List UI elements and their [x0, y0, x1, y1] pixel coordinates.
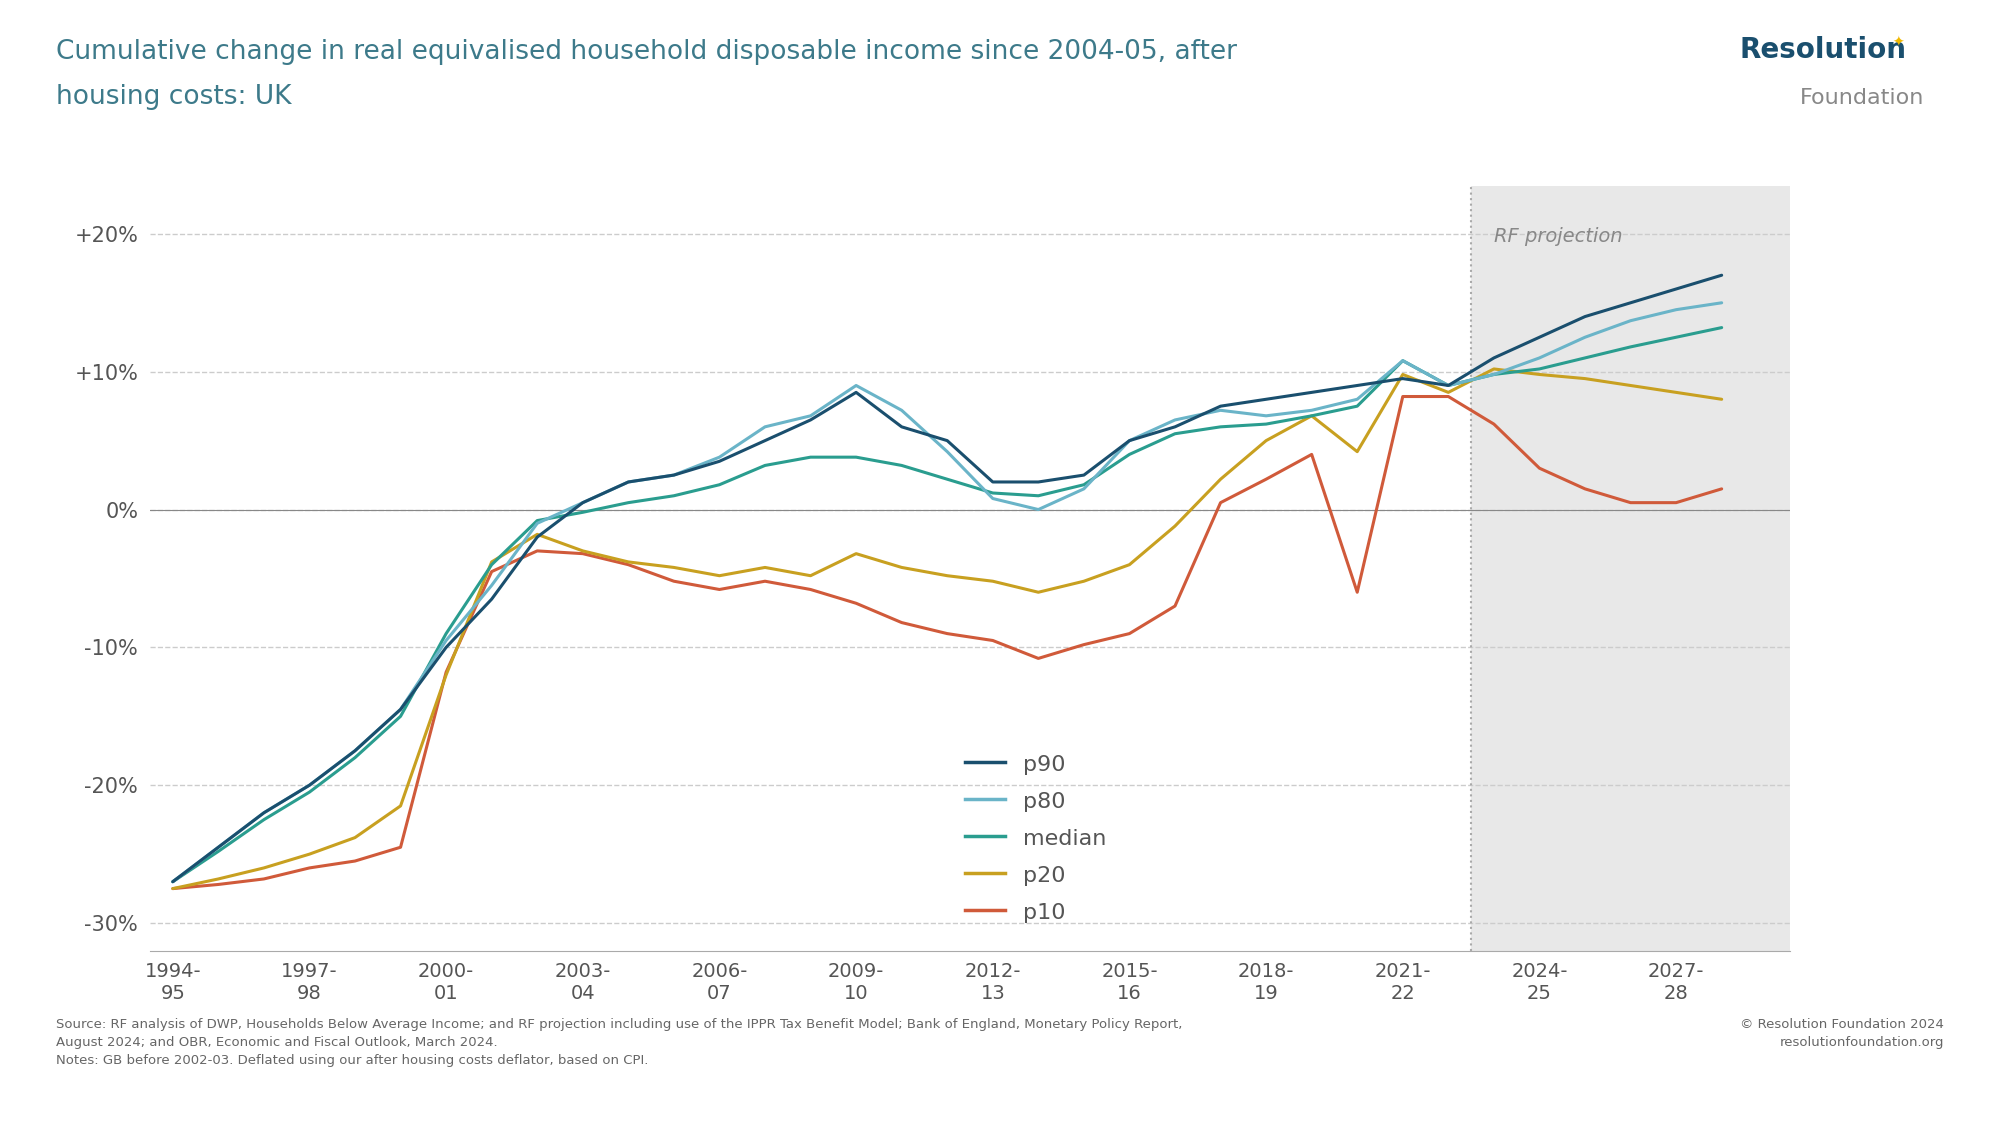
Text: RF projection: RF projection	[1494, 227, 1622, 246]
Text: Foundation: Foundation	[1800, 88, 1924, 108]
Text: Resolution: Resolution	[1740, 36, 1908, 64]
Text: © Resolution Foundation 2024
resolutionfoundation.org: © Resolution Foundation 2024 resolutionf…	[1740, 1018, 1944, 1050]
Text: Source: RF analysis of DWP, Households Below Average Income; and RF projection i: Source: RF analysis of DWP, Households B…	[56, 1018, 1182, 1068]
Bar	[1472, 186, 1882, 951]
Text: housing costs: UK: housing costs: UK	[56, 84, 292, 110]
Text: Cumulative change in real equivalised household disposable income since 2004-05,: Cumulative change in real equivalised ho…	[56, 39, 1236, 65]
Text: ✦: ✦	[1892, 36, 1904, 50]
Legend: p90, p80, median, p20, p10: p90, p80, median, p20, p10	[956, 744, 1116, 931]
